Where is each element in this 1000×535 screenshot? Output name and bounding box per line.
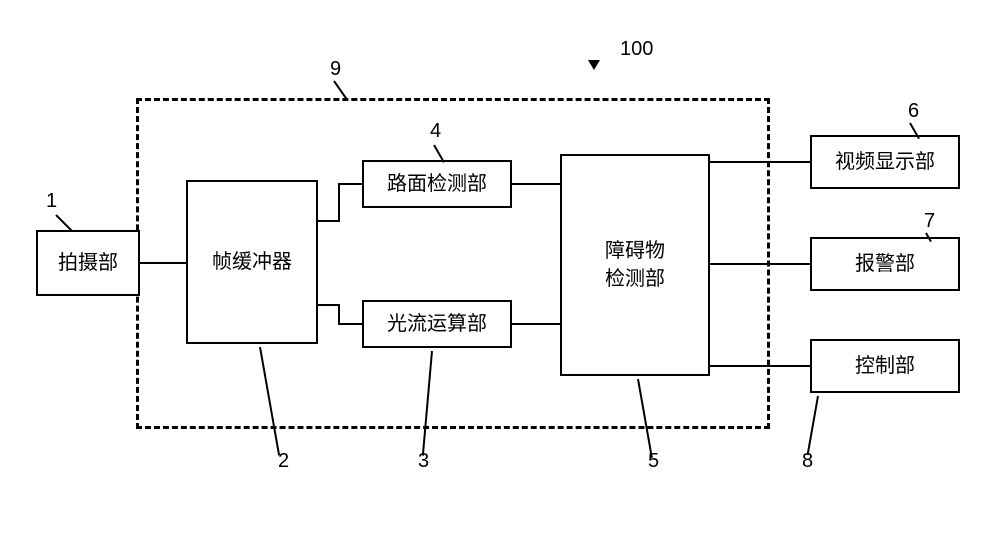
edge-obstacle-to-alarm <box>710 263 810 265</box>
block-label: 拍摄部 <box>58 249 118 277</box>
leader-1 <box>55 214 72 231</box>
block-label: 帧缓冲器 <box>212 248 292 276</box>
edge-obstacle-to-video <box>710 161 810 163</box>
leader-8 <box>807 396 819 455</box>
block-capture: 拍摄部 <box>36 230 140 296</box>
block-road-detect: 路面检测部 <box>362 160 512 208</box>
block-alarm: 报警部 <box>810 237 960 291</box>
edge-capture-to-buffer <box>140 262 186 264</box>
edge-buffer-upper-h2 <box>338 183 362 185</box>
ref-label-6: 6 <box>908 100 919 123</box>
block-label: 视频显示部 <box>835 148 935 176</box>
ref-label-7: 7 <box>924 210 935 233</box>
block-label: 报警部 <box>855 250 915 278</box>
system-ref-arrow <box>588 60 600 70</box>
block-video-display: 视频显示部 <box>810 135 960 189</box>
ref-label-9: 9 <box>330 58 341 81</box>
block-label: 光流运算部 <box>387 310 487 338</box>
edge-buffer-lower-h2 <box>338 323 362 325</box>
block-control: 控制部 <box>810 339 960 393</box>
edge-buffer-upper-h1 <box>318 220 340 222</box>
ref-label-4: 4 <box>430 120 441 143</box>
ref-label-1: 1 <box>46 190 57 213</box>
ref-label-100: 100 <box>620 38 653 61</box>
block-label: 障碍物 检测部 <box>605 237 665 293</box>
edge-road-to-obstacle <box>512 183 560 185</box>
edge-buffer-lower-v <box>338 304 340 324</box>
block-obstacle-detect: 障碍物 检测部 <box>560 154 710 376</box>
edge-buffer-lower-h1 <box>318 304 340 306</box>
block-label: 控制部 <box>855 352 915 380</box>
leader-9 <box>333 80 347 99</box>
block-frame-buffer: 帧缓冲器 <box>186 180 318 344</box>
edge-flow-to-obstacle <box>512 323 560 325</box>
edge-obstacle-to-control <box>710 365 810 367</box>
edge-buffer-upper-v <box>338 183 340 222</box>
block-optical-flow: 光流运算部 <box>362 300 512 348</box>
block-label: 路面检测部 <box>387 170 487 198</box>
